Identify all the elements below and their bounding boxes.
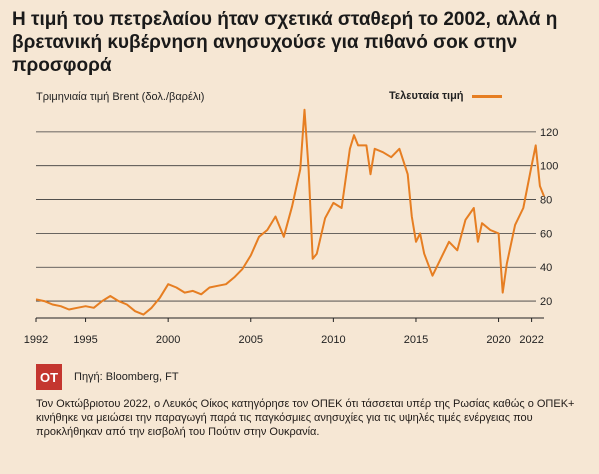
x-tick-labels: 1992 1995 2000 2005 2010 2015 2020 2022 (24, 318, 544, 346)
source-text: Πηγή: Bloomberg, FT (74, 371, 179, 383)
y-tick-60: 60 (540, 228, 552, 240)
legend-label: Τελευταία τιμή (389, 90, 464, 102)
y-tick-40: 40 (540, 262, 552, 274)
grid-lines (36, 131, 536, 302)
series-line-brent (35, 108, 545, 316)
x-tick-2015: 2015 (404, 334, 428, 346)
line-chart: 20 40 60 80 100 120 1992 1995 2000 2005 2010 2015 2… (24, 108, 558, 346)
y-axis-label: Τριμηνιαία τιμή Brent (δολ./βαρέλι) (36, 91, 205, 103)
y-tick-100: 100 (540, 161, 558, 173)
x-tick-2022: 2022 (519, 334, 543, 346)
x-tick-1992: 1992 (24, 334, 48, 346)
y-tick-120: 120 (540, 127, 558, 139)
x-tick-1995: 1995 (73, 334, 97, 346)
y-tick-20: 20 (540, 296, 552, 308)
chart-title: Η τιμή του πετρελαίου ήταν σχετικά σταθε… (12, 9, 558, 76)
x-tick-2005: 2005 (239, 334, 263, 346)
x-tick-2000: 2000 (156, 334, 180, 346)
y-tick-labels: 20 40 60 80 100 120 (540, 127, 558, 308)
legend-swatch (471, 94, 502, 98)
x-tick-2010: 2010 (321, 334, 345, 346)
x-tick-2020: 2020 (486, 334, 510, 346)
ot-logo: OT (36, 364, 62, 390)
y-tick-80: 80 (540, 195, 552, 207)
caption-text: Τον Οκτώβριοτου 2022, ο Λευκός Οίκος κατ… (36, 398, 575, 438)
legend: Τελευταία τιμή (389, 90, 502, 102)
